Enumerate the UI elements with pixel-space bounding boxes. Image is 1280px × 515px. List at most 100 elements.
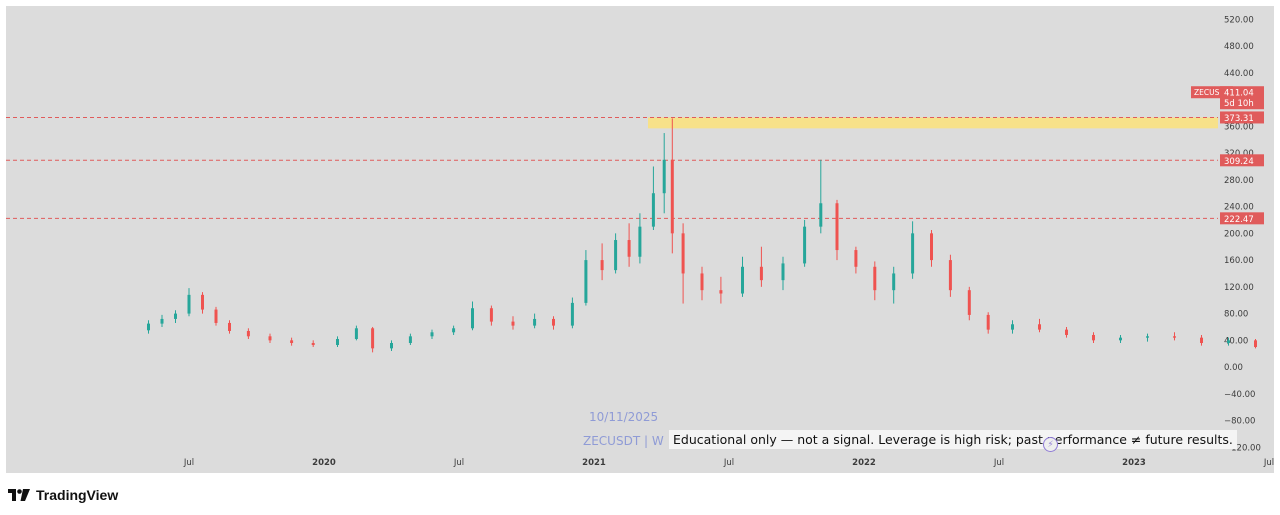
price-tick-label: 120.00 (1224, 283, 1254, 293)
candle-body (336, 338, 339, 346)
chart-area[interactable]: 520.00480.00440.00400.00360.00320.00280.… (6, 6, 1274, 473)
highlight-zone (648, 117, 1218, 129)
candle-body (948, 260, 952, 291)
candle-body (892, 273, 896, 291)
candle-body (408, 336, 412, 344)
candle-body (214, 309, 218, 323)
candle-body (201, 294, 204, 310)
candle-body (1173, 336, 1176, 338)
level-label: 222.47 (1224, 215, 1254, 225)
lightning-event-icon[interactable]: ⚡ (1043, 437, 1058, 452)
time-tick-label: Jul (183, 458, 194, 468)
candle-body (854, 250, 858, 267)
candle-body (174, 313, 177, 319)
level-label-bg (1220, 111, 1264, 124)
symbol-label: ZECUSDT (1194, 88, 1230, 97)
price-tick-label: −120.00 (1224, 443, 1261, 453)
candle-body (803, 226, 807, 264)
candle-body (430, 332, 434, 337)
price-tick-label: 280.00 (1224, 176, 1254, 186)
candle-body (719, 290, 723, 294)
candle-body (819, 203, 823, 227)
candle-body (552, 318, 555, 326)
current-price-label: 411.04 (1224, 89, 1254, 99)
candle-body (1227, 340, 1230, 344)
candle-body (835, 203, 839, 251)
countdown-label: 5d 10h (1224, 99, 1254, 109)
level-label: 373.31 (1224, 114, 1254, 124)
candle-body (781, 263, 785, 281)
candle-body (246, 330, 250, 337)
candle-body (268, 336, 272, 341)
price-tick-label: 360.00 (1224, 122, 1254, 132)
level-label: 309.24 (1224, 157, 1254, 167)
candle-body (452, 328, 456, 333)
price-tick-label: 40.00 (1224, 336, 1248, 346)
price-tick-label: 480.00 (1224, 42, 1254, 52)
candle-body (584, 260, 588, 303)
candle-body (759, 266, 763, 281)
price-tick-label: 240.00 (1224, 203, 1254, 213)
candle-body (1119, 337, 1122, 341)
candle-body (967, 290, 971, 315)
candle-body (681, 233, 685, 274)
candle-body (638, 226, 642, 257)
price-tick-label: 200.00 (1224, 229, 1254, 239)
tradingview-logo-icon[interactable] (8, 488, 30, 502)
time-tick-label: Jul (723, 458, 734, 468)
candle-body (570, 302, 574, 326)
disclaimer-text: Educational only — not a signal. Leverag… (669, 430, 1237, 449)
candle-body (873, 266, 877, 291)
candle-body (489, 308, 493, 322)
time-tick-label: 2021 (582, 458, 606, 468)
candle-body (651, 193, 655, 227)
price-tick-label: 520.00 (1224, 15, 1254, 25)
candle-body (1065, 329, 1068, 335)
candle-body (1200, 337, 1203, 344)
candle-body (662, 159, 666, 194)
price-tick-label: 0.00 (1224, 363, 1243, 373)
watermark-date: 10/11/2025 (589, 410, 659, 424)
candle-body (600, 260, 604, 271)
price-tick-label: −40.00 (1224, 390, 1255, 400)
candle-body (930, 233, 933, 261)
time-tick-label: Jul (1263, 458, 1274, 468)
candle-body (187, 294, 191, 314)
candle-body (1254, 340, 1257, 348)
candle-body (670, 159, 674, 234)
candle-body (700, 273, 704, 291)
time-tick-label: Jul (453, 458, 464, 468)
candle-body (627, 240, 631, 257)
watermark-symbol: ZECUSDT | W (583, 434, 664, 448)
candle-body (986, 314, 990, 330)
candle-body (354, 328, 358, 339)
price-tick-label: 440.00 (1224, 69, 1254, 79)
level-label-bg (1220, 212, 1264, 225)
candle-body (471, 308, 474, 329)
level-label-bg (1220, 154, 1264, 167)
current-price-label-bg (1220, 86, 1264, 110)
candle-body (147, 323, 150, 331)
price-tick-label: −80.00 (1224, 417, 1255, 427)
time-tick-label: 2020 (312, 458, 336, 468)
candle-body (1092, 334, 1095, 341)
price-tick-label: 320.00 (1224, 149, 1254, 159)
time-tick-label: 2023 (1122, 458, 1146, 468)
candle-body (1146, 336, 1149, 338)
candle-body (311, 343, 315, 346)
candle-body (1011, 324, 1014, 330)
candle-body (533, 318, 537, 326)
candle-body (160, 318, 164, 324)
candle-body (228, 322, 231, 331)
candle-body (1038, 324, 1041, 330)
candle-body (290, 340, 294, 344)
time-tick-label: 2022 (852, 458, 876, 468)
price-chart[interactable]: 520.00480.00440.00400.00360.00320.00280.… (6, 6, 1274, 473)
footer: TradingView (8, 484, 118, 506)
tradingview-brand[interactable]: TradingView (36, 487, 119, 503)
price-tick-label: 160.00 (1224, 256, 1254, 266)
candle-body (371, 328, 375, 349)
candle-body (911, 233, 915, 274)
candle-body (511, 321, 515, 326)
price-tick-label: 80.00 (1224, 310, 1248, 320)
